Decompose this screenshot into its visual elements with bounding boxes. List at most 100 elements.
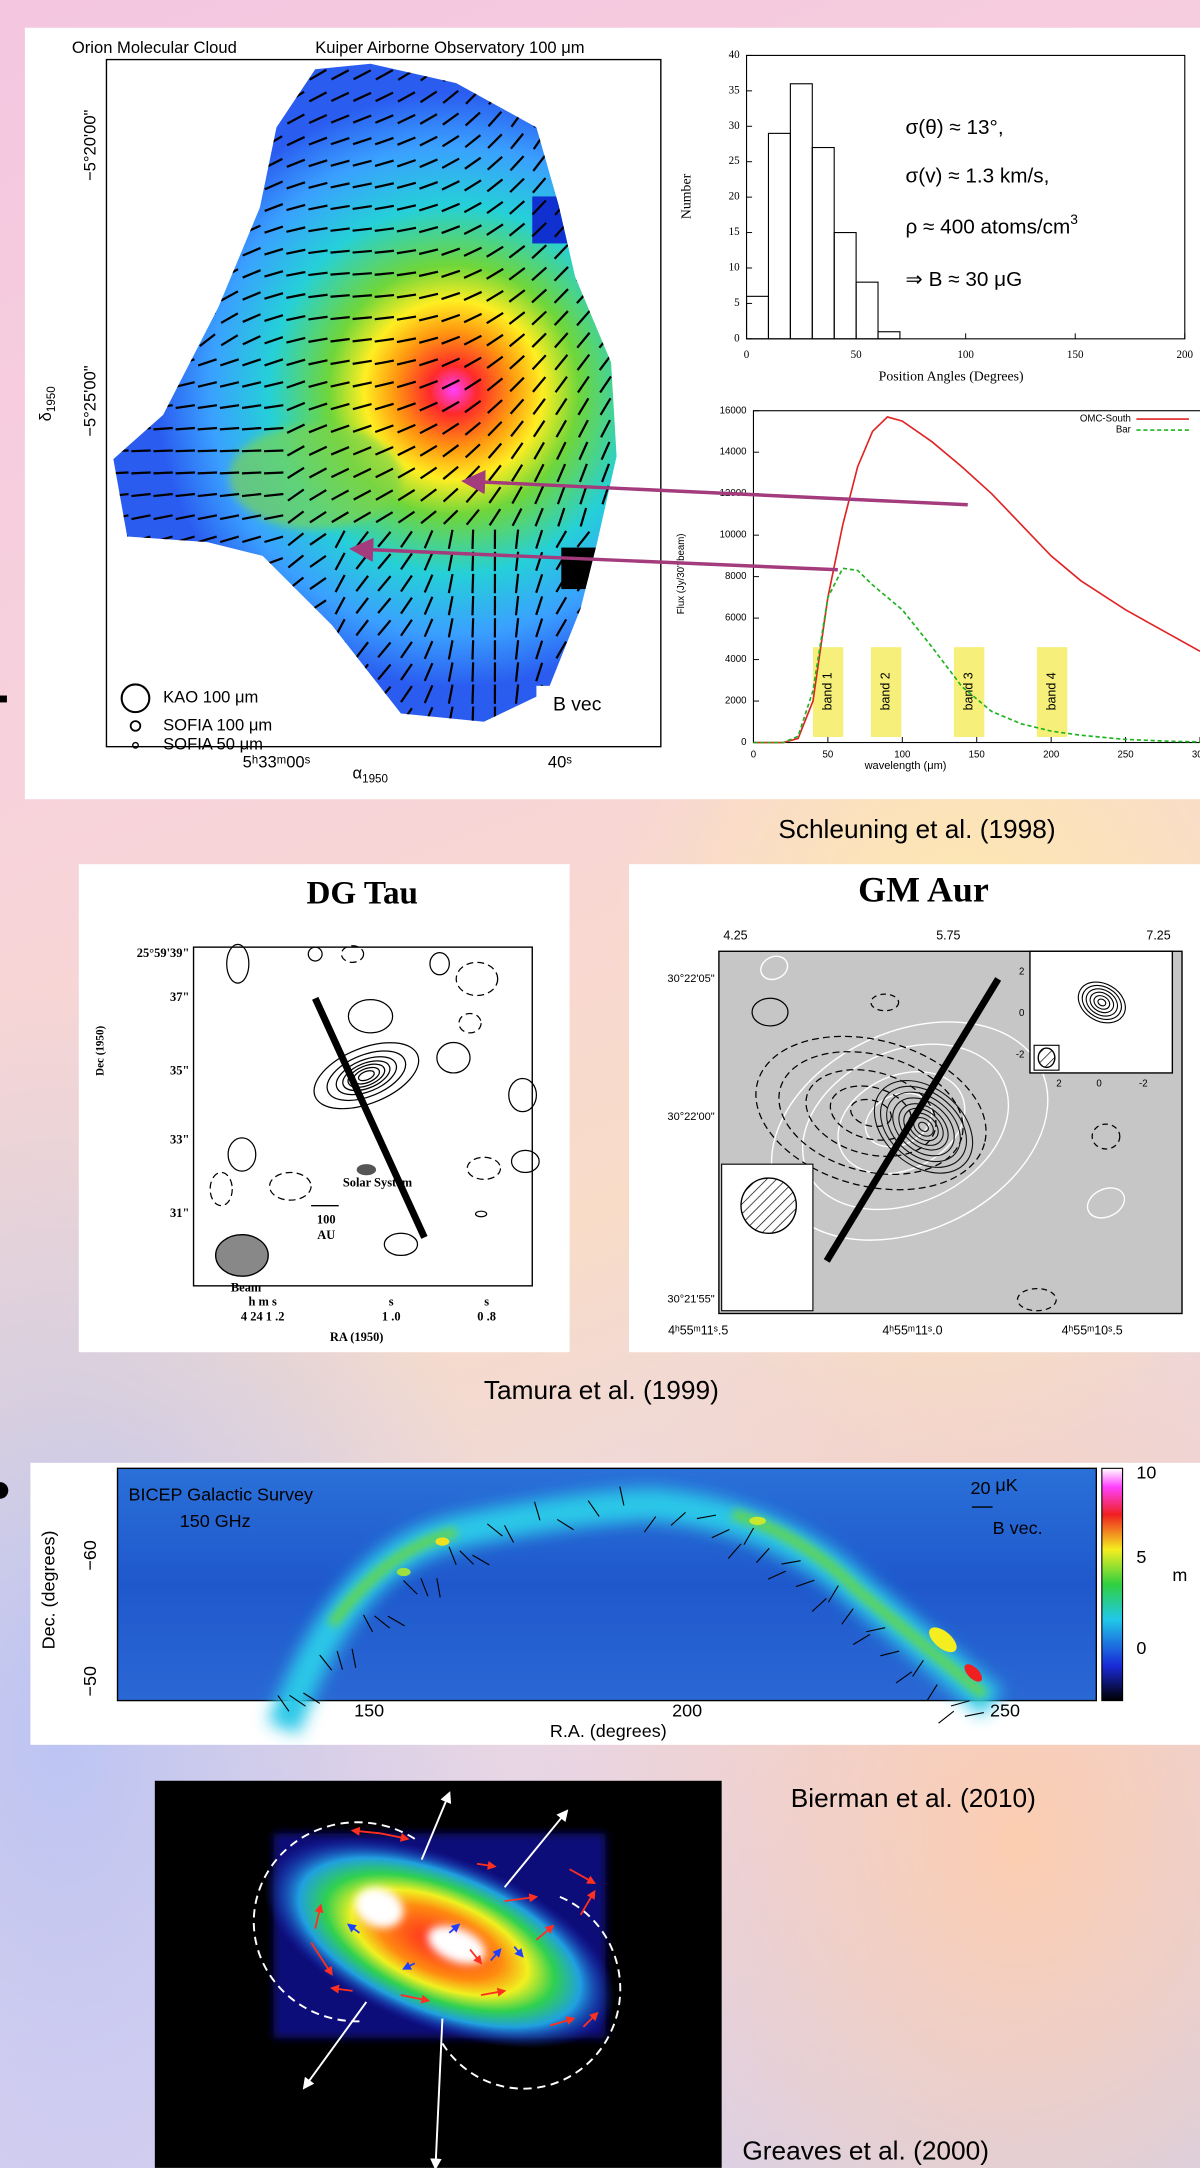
legend-entry: Bar bbox=[1116, 425, 1132, 436]
vector-label: B vec. bbox=[993, 1518, 1043, 1538]
scale-unit: μK bbox=[995, 1475, 1017, 1495]
y-tick-label: 5 bbox=[734, 297, 740, 309]
superscript: 3 bbox=[1070, 211, 1078, 227]
band-label: band 3 bbox=[961, 672, 975, 710]
map-subtitle: Kuiper Airborne Observatory 100 μm bbox=[315, 38, 584, 57]
y-tick-label: 10000 bbox=[720, 530, 747, 541]
hot-spot bbox=[749, 1517, 766, 1525]
ra-tick-label: 150 bbox=[354, 1700, 384, 1720]
y-axis-label: Flux (Jy/30" beam) bbox=[676, 534, 687, 615]
inset-tick-label: 0 bbox=[1019, 1008, 1024, 1019]
x-tick-label: 150 bbox=[1067, 349, 1084, 361]
estimate-text: ρ ≈ 400 atoms/cm3 bbox=[906, 211, 1079, 239]
polarization-vector bbox=[198, 450, 217, 451]
y-tick-label: 0 bbox=[741, 737, 746, 748]
dec-tick-label: −60 bbox=[80, 1540, 100, 1570]
x-tick-label: 100 bbox=[957, 349, 974, 361]
polarization-vector bbox=[472, 574, 473, 593]
polarization-vector bbox=[264, 472, 283, 473]
inset-tick-label: 2 bbox=[1056, 1079, 1061, 1090]
polarization-vector bbox=[264, 428, 283, 429]
polarization-vector bbox=[176, 428, 195, 429]
polarization-vector bbox=[242, 450, 261, 451]
beam bbox=[741, 1178, 796, 1233]
polarization-vector bbox=[330, 273, 349, 275]
colorbar-tick-label: 10 bbox=[1136, 1463, 1156, 1483]
y-tick-label: 16000 bbox=[720, 405, 747, 416]
axis-symbol: δ bbox=[36, 412, 55, 421]
hot-spot bbox=[435, 1537, 449, 1545]
dec-tick-label: −5°25'00" bbox=[81, 365, 100, 437]
top-tick-label: 7.25 bbox=[1146, 928, 1170, 942]
estimate-text: ⇒ B ≈ 30 μG bbox=[906, 268, 1023, 291]
x-tick-label: 100 bbox=[894, 750, 910, 761]
polarization-vector bbox=[198, 472, 217, 473]
estimate-text: σ(v) ≈ 1.3 km/s, bbox=[906, 165, 1050, 188]
band-label: band 4 bbox=[1044, 672, 1058, 710]
solar-system-marker bbox=[357, 1164, 376, 1175]
ra-tick-unit: s bbox=[389, 1294, 394, 1308]
axis-subscript: 1950 bbox=[362, 772, 388, 785]
y-tick-label: 30 bbox=[729, 120, 741, 132]
y-tick-label: 4000 bbox=[725, 654, 746, 665]
annotation: 100 bbox=[317, 1213, 336, 1227]
x-axis-label: wavelength (μm) bbox=[864, 760, 947, 772]
polarization-vector bbox=[153, 472, 172, 473]
inset-tick-label: 0 bbox=[1096, 1079, 1101, 1090]
colorbar-tick-label: 0 bbox=[1136, 1638, 1146, 1658]
panel-title: DG Tau bbox=[306, 875, 418, 912]
polarization-vector bbox=[353, 295, 372, 296]
y-tick-label: 40 bbox=[729, 49, 741, 61]
band-label: band 1 bbox=[820, 672, 834, 710]
inset-tick-label: -2 bbox=[1016, 1050, 1025, 1061]
colorbar bbox=[1102, 1468, 1123, 1700]
y-tick-label: 20 bbox=[729, 191, 741, 203]
legend-entry: SOFIA 50 μm bbox=[163, 735, 263, 754]
polarization-vector bbox=[131, 472, 150, 473]
map-title: BICEP Galactic Survey bbox=[129, 1485, 313, 1505]
colorbar-unit: m bbox=[1172, 1565, 1187, 1585]
polarization-vector bbox=[472, 530, 473, 549]
ra-tick-label: 4 24 1 .2 bbox=[241, 1309, 285, 1323]
polarization-vector bbox=[472, 596, 473, 615]
page: Magnetic field observations html, body {… bbox=[0, 0, 1200, 2168]
ra-tick-label: 4ʰ55ᵐ11ˢ.5 bbox=[668, 1324, 728, 1338]
polarization-vector bbox=[242, 472, 261, 473]
y-tick-label: 25 bbox=[729, 155, 741, 167]
inset-beam bbox=[1038, 1048, 1055, 1067]
x-tick-label: 0 bbox=[751, 750, 756, 761]
y-tick-label: 14000 bbox=[720, 447, 747, 458]
polarization-vector bbox=[176, 472, 195, 473]
polarization-vector bbox=[153, 428, 172, 429]
y-tick-label: 35 bbox=[729, 84, 741, 96]
dec-tick-label: −5°20'00" bbox=[81, 109, 100, 181]
polarization-vector bbox=[353, 273, 372, 274]
y-tick-label: 15 bbox=[729, 226, 741, 238]
dec-tick-label: −50 bbox=[80, 1666, 100, 1696]
y-tick-label: 10 bbox=[729, 262, 741, 274]
y-tick-label: 2000 bbox=[725, 696, 746, 707]
polarization-vector bbox=[472, 618, 473, 637]
ra-axis-label: R.A. (degrees) bbox=[550, 1721, 667, 1741]
annotation: Beam bbox=[231, 1280, 262, 1294]
band-label: band 2 bbox=[878, 672, 892, 710]
bullet-fragment bbox=[0, 696, 7, 703]
y-tick-label: 8000 bbox=[725, 571, 746, 582]
legend-entry: SOFIA 100 μm bbox=[163, 715, 272, 734]
ra-axis-label: RA (1950) bbox=[330, 1330, 384, 1344]
dec-tick-label: 35" bbox=[170, 1063, 189, 1077]
x-tick-label: 50 bbox=[823, 750, 834, 761]
dec-tick-label: 25°59'39" bbox=[137, 946, 190, 960]
polarization-vector bbox=[176, 450, 195, 451]
slide: { "orion": { "title": "Orion Molecular C… bbox=[0, 0, 1200, 2168]
ra-tick-label: 250 bbox=[990, 1700, 1020, 1720]
colorbar-tick-label: 5 bbox=[1136, 1547, 1146, 1567]
polarization-vector bbox=[472, 662, 473, 681]
dec-tick-label: 30°21'55" bbox=[667, 1294, 714, 1306]
ra-tick-label: 1 .0 bbox=[382, 1309, 401, 1323]
polarization-vector bbox=[472, 640, 473, 659]
caption: Schleuning et al. (1998) bbox=[778, 814, 1055, 844]
dec-tick-label: 37" bbox=[170, 990, 189, 1004]
polarization-vector bbox=[220, 450, 239, 451]
estimate-text: σ(θ) ≈ 13°, bbox=[906, 116, 1004, 139]
